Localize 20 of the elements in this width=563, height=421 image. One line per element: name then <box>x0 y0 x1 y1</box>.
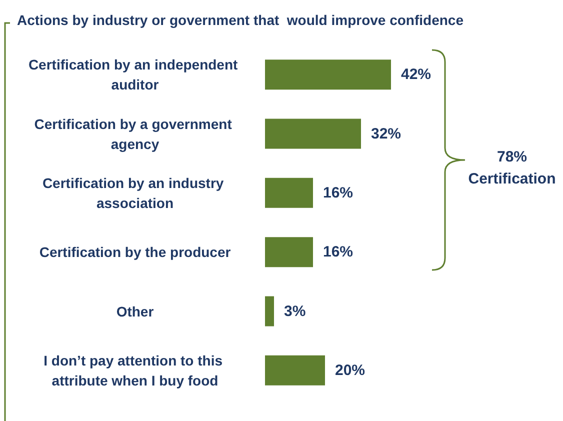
text: 78% Certification <box>468 148 556 188</box>
y-tick-label: Certification by an industry association <box>42 174 228 211</box>
bar <box>265 178 313 208</box>
data-label: 32% <box>371 125 402 142</box>
data-label: 42% <box>401 66 432 84</box>
y-tick-label: I don’t pay attention to this attribute when I buy food <box>44 352 226 388</box>
data-label: 16% <box>323 184 354 202</box>
y-tick-label: Certification by the producer <box>39 244 232 260</box>
bar <box>265 296 274 326</box>
y-tick-label: Certification by a government agency <box>34 116 236 152</box>
bar <box>265 118 361 149</box>
data-label: 16% <box>323 244 354 261</box>
chart-title: Actions by industry or government that would improve confidence <box>17 12 464 28</box>
y-tick-label: Certification by an independent auditor <box>28 56 242 93</box>
data-label: 3% <box>284 302 306 320</box>
bar <box>265 60 391 90</box>
y-tick-label: Other <box>116 303 154 320</box>
bar <box>265 355 325 386</box>
data-label: 20% <box>335 362 366 379</box>
bar <box>265 237 313 268</box>
